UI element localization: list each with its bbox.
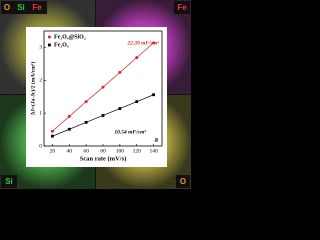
panel-label: Fe [32, 3, 42, 12]
marker [67, 114, 71, 118]
label-box [176, 175, 190, 188]
marker [50, 129, 54, 133]
legend-marker [48, 43, 51, 47]
panel-label: O [180, 177, 186, 186]
y-tick-label: 0 [39, 143, 42, 149]
y-tick-label: 1 [39, 110, 42, 116]
annotation: 10.54 mF/cm² [114, 129, 146, 135]
marker [152, 93, 155, 97]
panel-label: Si [17, 3, 25, 12]
marker [135, 100, 139, 104]
annotation: 22.39 mF/cm² [126, 40, 159, 46]
y-tick-label: 2 [39, 78, 42, 84]
x-tick-label: 120 [133, 148, 142, 154]
marker [118, 70, 122, 74]
x-tick-label: 140 [149, 148, 158, 154]
panel-label: Si [5, 177, 13, 186]
page: {"panels": {"top_left": ["O", "Si", "Fe"… [0, 0, 191, 189]
marker [152, 41, 156, 45]
marker [101, 114, 105, 117]
marker [135, 56, 139, 60]
x-tick-label: 40 [67, 148, 73, 154]
label-box [1, 175, 17, 188]
x-tick-label: 20 [50, 148, 56, 154]
label-box [1, 1, 47, 14]
x-tick-label: 80 [100, 148, 106, 154]
legend-label: Fe₃O₄@SiO₂ [54, 34, 86, 40]
figure: O Si Fe Fe Si O 20 40 60 80 100 120 140 0 1 2 3 Sca… [0, 0, 191, 189]
x-axis-title: Scan rate (mV/s) [80, 155, 127, 162]
y-axis-title: ΔJ=(Ja-Jc)/2 (mA/cm²) [29, 62, 36, 116]
chart-panel [26, 27, 167, 167]
marker [84, 100, 88, 104]
x-tick-label: 60 [83, 148, 89, 154]
marker [51, 134, 54, 138]
marker [67, 127, 71, 131]
marker [101, 85, 105, 89]
marker [118, 107, 122, 110]
panel-label: O [4, 3, 10, 12]
chart: 20 40 60 80 100 120 140 0 1 2 3 Scan rate (mV/s) ΔJ=… [29, 30, 163, 162]
legend-label: Fe₃O₄ [54, 42, 69, 48]
label-box [174, 1, 190, 14]
x-tick-label: 100 [116, 148, 125, 154]
panel-label: Fe [177, 3, 187, 12]
y-tick-label: 3 [39, 45, 42, 51]
marker [84, 120, 88, 124]
legend-marker [47, 35, 51, 39]
annotation: a [155, 136, 159, 144]
